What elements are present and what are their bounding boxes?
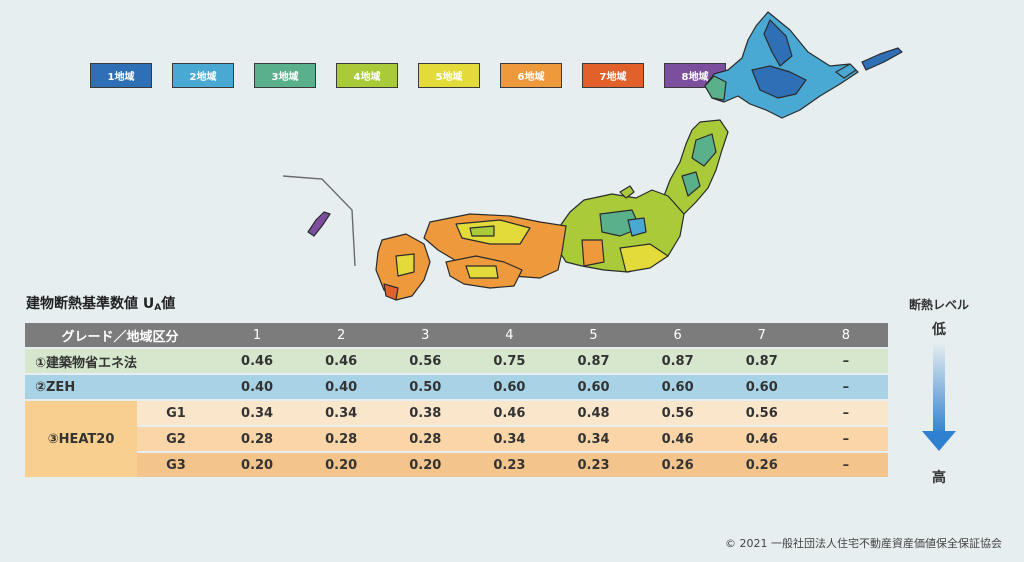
- level-high-label: 高: [932, 470, 946, 486]
- table-cell: 0.23: [467, 453, 552, 477]
- grade-label: G1: [137, 401, 216, 425]
- table-cell: 0.46: [635, 427, 720, 451]
- grade-label: G2: [137, 427, 216, 451]
- row-label: ②ZEH: [25, 375, 216, 399]
- west-region-4: [469, 225, 495, 237]
- central-region-5: [619, 243, 669, 273]
- table-cell: 0.46: [215, 349, 300, 373]
- down-arrow-icon: [922, 343, 956, 451]
- table-cell: 0.20: [383, 453, 468, 477]
- table-cell: 0.26: [635, 453, 720, 477]
- kyushu-region-7: [383, 283, 399, 301]
- table-cell: 0.56: [383, 349, 468, 373]
- table-title-subscript: A: [154, 303, 162, 313]
- table-row: ③HEAT20 G1 0.34 0.34 0.38 0.46 0.48 0.56…: [25, 401, 888, 477]
- table-row: G3 0.20 0.20 0.20 0.23 0.23 0.26 0.26 –: [25, 453, 888, 477]
- shikoku-region-5: [465, 265, 499, 279]
- table-cell: –: [803, 427, 888, 451]
- col-header: 7: [719, 323, 804, 347]
- table-cell: 0.46: [299, 349, 384, 373]
- table-cell: 0.48: [551, 401, 636, 425]
- table-title-suffix: 値: [161, 296, 176, 312]
- legend-region-7: 7地域: [582, 63, 644, 88]
- row-label: ①建築物省エネ法: [25, 349, 216, 373]
- table-cell: –: [803, 349, 888, 373]
- table-cell: –: [803, 401, 888, 425]
- okinawa-inset-frame: [282, 175, 356, 267]
- region-legend: 1地域 2地域 3地域 4地域 5地域 6地域 7地域 8地域: [90, 63, 726, 88]
- table-row: ①建築物省エネ法 0.46 0.46 0.56 0.75 0.87 0.87 0…: [25, 349, 888, 373]
- insulation-level-indicator: 断熱レベル 低 高: [904, 296, 974, 486]
- table-cell: 0.40: [299, 375, 384, 399]
- table-cell: 0.28: [215, 427, 300, 451]
- table-cell: 0.60: [467, 375, 552, 399]
- table-cell: 0.60: [551, 375, 636, 399]
- table-cell: 0.34: [467, 427, 552, 451]
- col-header: 5: [551, 323, 636, 347]
- sado-island: [619, 185, 635, 199]
- table-cell: 0.87: [635, 349, 720, 373]
- okinawa-shape: [307, 211, 331, 237]
- table-cell: 0.46: [719, 427, 804, 451]
- central-region-2: [627, 217, 647, 237]
- header-label: グレード／地域区分: [25, 323, 216, 347]
- legend-region-1: 1地域: [90, 63, 152, 88]
- table-cell: 0.46: [467, 401, 552, 425]
- table-cell: 0.28: [299, 427, 384, 451]
- grade-label: G3: [137, 453, 216, 477]
- col-header: 3: [383, 323, 468, 347]
- table-cell: 0.38: [383, 401, 468, 425]
- hokkaido-tip: [835, 63, 857, 79]
- legend-region-6: 6地域: [500, 63, 562, 88]
- legend-region-4: 4地域: [336, 63, 398, 88]
- table-cell: –: [803, 375, 888, 399]
- table-cell: 0.75: [467, 349, 552, 373]
- table-cell: 0.28: [383, 427, 468, 451]
- hokkaido-region-1: [763, 19, 793, 67]
- ua-value-table: グレード／地域区分 1 2 3 4 5 6 7 8 ①建築物省エネ法 0.46 …: [25, 321, 888, 479]
- col-header: 2: [299, 323, 384, 347]
- table-cell: 0.60: [719, 375, 804, 399]
- table-title-text: 建物断熱基準数値 U: [26, 296, 155, 312]
- col-header: 8: [803, 323, 888, 347]
- insulation-level-label: 断熱レベル: [908, 298, 969, 312]
- table-cell: 0.40: [215, 375, 300, 399]
- table-cell: 0.34: [215, 401, 300, 425]
- table-cell: 0.23: [551, 453, 636, 477]
- table-cell: 0.50: [383, 375, 468, 399]
- col-header: 1: [215, 323, 300, 347]
- copyright-text: © 2021 一般社団法人住宅不動産資産価値保全保証協会: [725, 537, 1002, 550]
- table-header-row: グレード／地域区分 1 2 3 4 5 6 7 8: [25, 323, 888, 347]
- table-cell: 0.26: [719, 453, 804, 477]
- kuril-island: [861, 47, 903, 71]
- legend-region-2: 2地域: [172, 63, 234, 88]
- col-header: 4: [467, 323, 552, 347]
- table-cell: 0.56: [719, 401, 804, 425]
- heat20-label: ③HEAT20: [25, 401, 137, 477]
- level-low-label: 低: [932, 322, 946, 338]
- table-cell: 0.87: [551, 349, 636, 373]
- table-cell: –: [803, 453, 888, 477]
- table-cell: 0.87: [719, 349, 804, 373]
- tohoku-shape: [663, 119, 729, 215]
- legend-region-5: 5地域: [418, 63, 480, 88]
- table-cell: 0.20: [299, 453, 384, 477]
- legend-region-3: 3地域: [254, 63, 316, 88]
- table-row: ②ZEH 0.40 0.40 0.50 0.60 0.60 0.60 0.60 …: [25, 375, 888, 399]
- kyushu-region-5: [395, 253, 415, 277]
- tohoku-region-3: [691, 133, 717, 167]
- central-region-6: [581, 239, 605, 267]
- table-cell: 0.60: [635, 375, 720, 399]
- table-cell: 0.56: [635, 401, 720, 425]
- hokkaido-region-3: [704, 75, 727, 101]
- table-cell: 0.20: [215, 453, 300, 477]
- table-title: 建物断熱基準数値 UA値: [26, 293, 175, 313]
- hokkaido-region-1b: [751, 65, 807, 99]
- tohoku-region-3b: [681, 171, 701, 197]
- table-cell: 0.34: [551, 427, 636, 451]
- table-cell: 0.34: [299, 401, 384, 425]
- col-header: 6: [635, 323, 720, 347]
- table-row: G2 0.28 0.28 0.28 0.34 0.34 0.46 0.46 –: [25, 427, 888, 451]
